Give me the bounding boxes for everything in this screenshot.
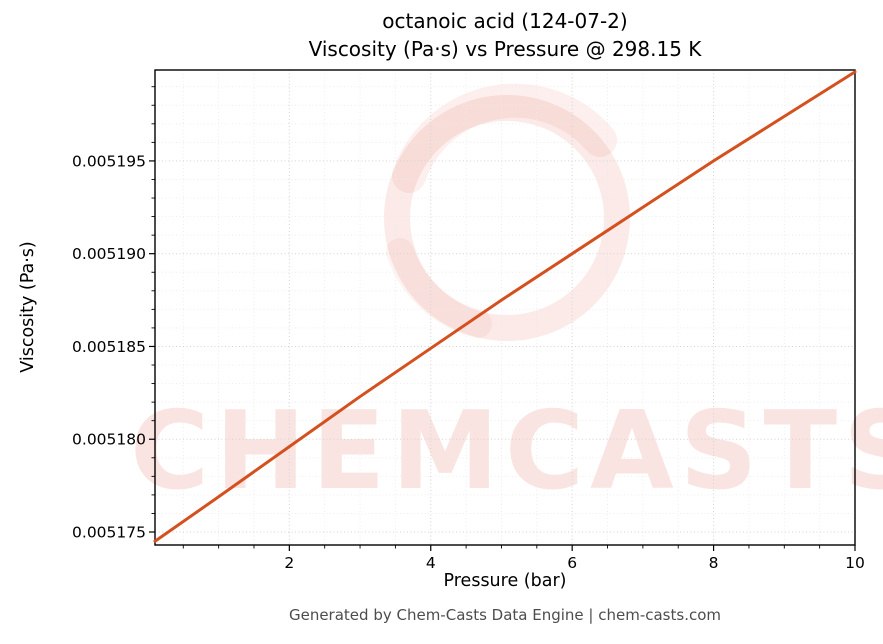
major-gridlines — [155, 70, 856, 545]
y-tick-label: 0.005175 — [72, 524, 146, 542]
chart-title-line1: octanoic acid (124-07-2) — [382, 9, 628, 33]
y-tick-label: 0.005190 — [72, 245, 146, 263]
axis-ticks — [149, 86, 856, 551]
footer-credit: Generated by Chem-Casts Data Engine | ch… — [288, 606, 722, 624]
chart-title: octanoic acid (124-07-2) Viscosity (Pa·s… — [155, 8, 855, 63]
x-tick-label: 8 — [709, 554, 719, 572]
x-tick-label: 4 — [426, 554, 436, 572]
watermark-brush-arc — [386, 238, 492, 338]
y-tick-label: 0.005195 — [72, 152, 146, 170]
watermark-swirl-logo — [384, 83, 630, 341]
chart-title-line2: Viscosity (Pa·s) vs Pressure @ 298.15 K — [308, 36, 702, 61]
tick-labels: 2 4 6 8 10 0.005175 0.005180 0.005185 0.005190 0.… — [72, 152, 865, 572]
x-axis-label: Pressure (bar) — [443, 571, 567, 591]
watermark-brush-arc — [392, 83, 617, 193]
x-tick-label: 10 — [845, 554, 865, 572]
x-tick-label: 6 — [567, 554, 577, 572]
x-tick-label: 2 — [284, 554, 294, 572]
minor-gridlines — [155, 70, 855, 545]
y-tick-label: 0.005180 — [72, 431, 146, 449]
y-tick-label: 0.005185 — [72, 338, 146, 356]
y-axis-label: Viscosity (Pa·s) — [18, 241, 38, 373]
plot-border — [154, 69, 856, 546]
series-line — [153, 70, 857, 543]
watermark-circle — [384, 95, 630, 341]
